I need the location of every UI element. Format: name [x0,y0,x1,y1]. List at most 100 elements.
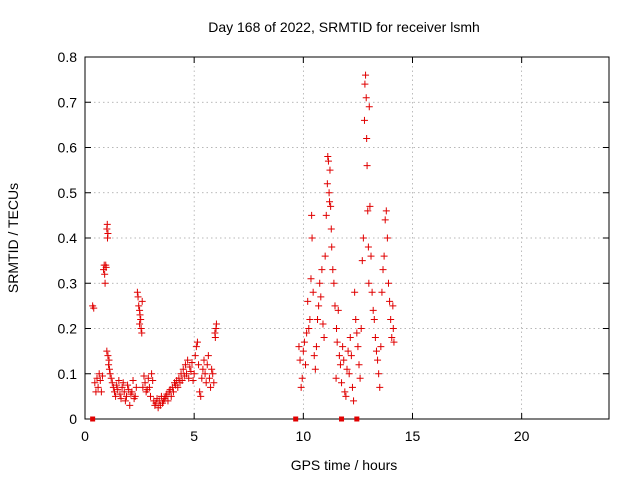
data-point [326,198,334,206]
data-point [207,383,215,391]
data-point [334,306,342,314]
x-tick-label: 0 [81,428,89,444]
data-point [333,338,341,346]
data-point [185,374,193,382]
data-point [115,377,123,385]
data-point [183,370,191,378]
data-point [116,390,124,398]
data-point [178,377,186,385]
data-point [389,302,397,310]
data-point [324,157,332,165]
data-point [300,338,308,346]
data-point [365,279,373,287]
data-point [105,365,113,373]
data-point [148,370,156,378]
data-point [335,352,343,360]
data-point [326,166,334,174]
data-point [345,370,353,378]
data-point [133,288,141,296]
data-point [308,234,316,242]
data-point [131,392,139,400]
data-point [108,379,116,387]
data-point [350,397,358,405]
data-point [341,388,349,396]
data-point [139,383,147,391]
data-point [309,288,317,296]
data-point [357,325,365,332]
data-point [138,329,146,337]
data-point [297,383,305,391]
data-point [318,266,326,274]
data-point [389,325,397,332]
data-point [102,263,110,271]
data-point [348,383,356,391]
zero-marker [339,416,345,422]
data-point [331,302,339,310]
data-point [362,71,370,79]
data-point [325,189,333,197]
data-point [138,297,146,305]
y-tick-label: 0.6 [58,140,78,156]
data-point [200,356,208,364]
data-point [347,352,355,360]
data-point [374,356,382,364]
data-point [106,370,114,378]
data-point [342,392,350,400]
data-point [338,379,346,387]
data-point [354,343,362,351]
data-point [328,243,336,251]
data-point [101,279,109,287]
data-point [372,347,380,355]
axis-tick-labels: 0 5 10 15 20 0 0.1 0.2 0.3 0.4 0.5 0.6 0.7 0.8 [58,49,530,444]
data-point [311,365,319,373]
data-point [169,388,177,396]
data-point [135,302,143,310]
y-tick-label: 0.8 [58,49,78,65]
data-point [368,288,376,296]
data-point [383,234,391,242]
data-point [320,334,328,342]
data-point [198,374,206,382]
data-point [312,343,320,351]
data-point [310,352,318,360]
data-point [381,216,389,224]
data-point [186,363,194,371]
data-point [112,392,120,400]
data-point [145,383,153,391]
data-point [340,356,348,364]
data-point [298,374,306,382]
data-point [364,243,372,251]
data-point [202,379,210,387]
data-point [197,392,205,400]
zero-marker [293,416,299,422]
y-axis-label: SRMTID / TECUs [5,183,21,293]
data-point [195,361,203,369]
y-tick-label: 0.7 [58,94,78,110]
data-point [181,361,189,369]
data-point [193,338,201,346]
data-point [113,381,121,389]
data-point [192,343,200,351]
chart-title: Day 168 of 2022, SRMTID for receiver lsm… [208,19,480,35]
data-point [365,103,373,111]
data-point [351,288,359,296]
data-point [327,225,335,233]
data-point [304,297,312,305]
data-point [352,315,360,323]
data-point [126,401,134,409]
data-point [174,383,182,391]
data-point [210,379,218,387]
data-point [356,374,364,382]
data-point [167,392,175,400]
data-point [382,207,390,215]
data-point [199,365,207,373]
y-tick-label: 0.5 [58,185,78,201]
data-point [137,315,145,323]
data-point [306,315,314,323]
data-point [323,180,331,188]
data-point [104,352,112,360]
data-point [101,270,109,278]
data-point [189,377,197,385]
data-point [329,266,337,274]
